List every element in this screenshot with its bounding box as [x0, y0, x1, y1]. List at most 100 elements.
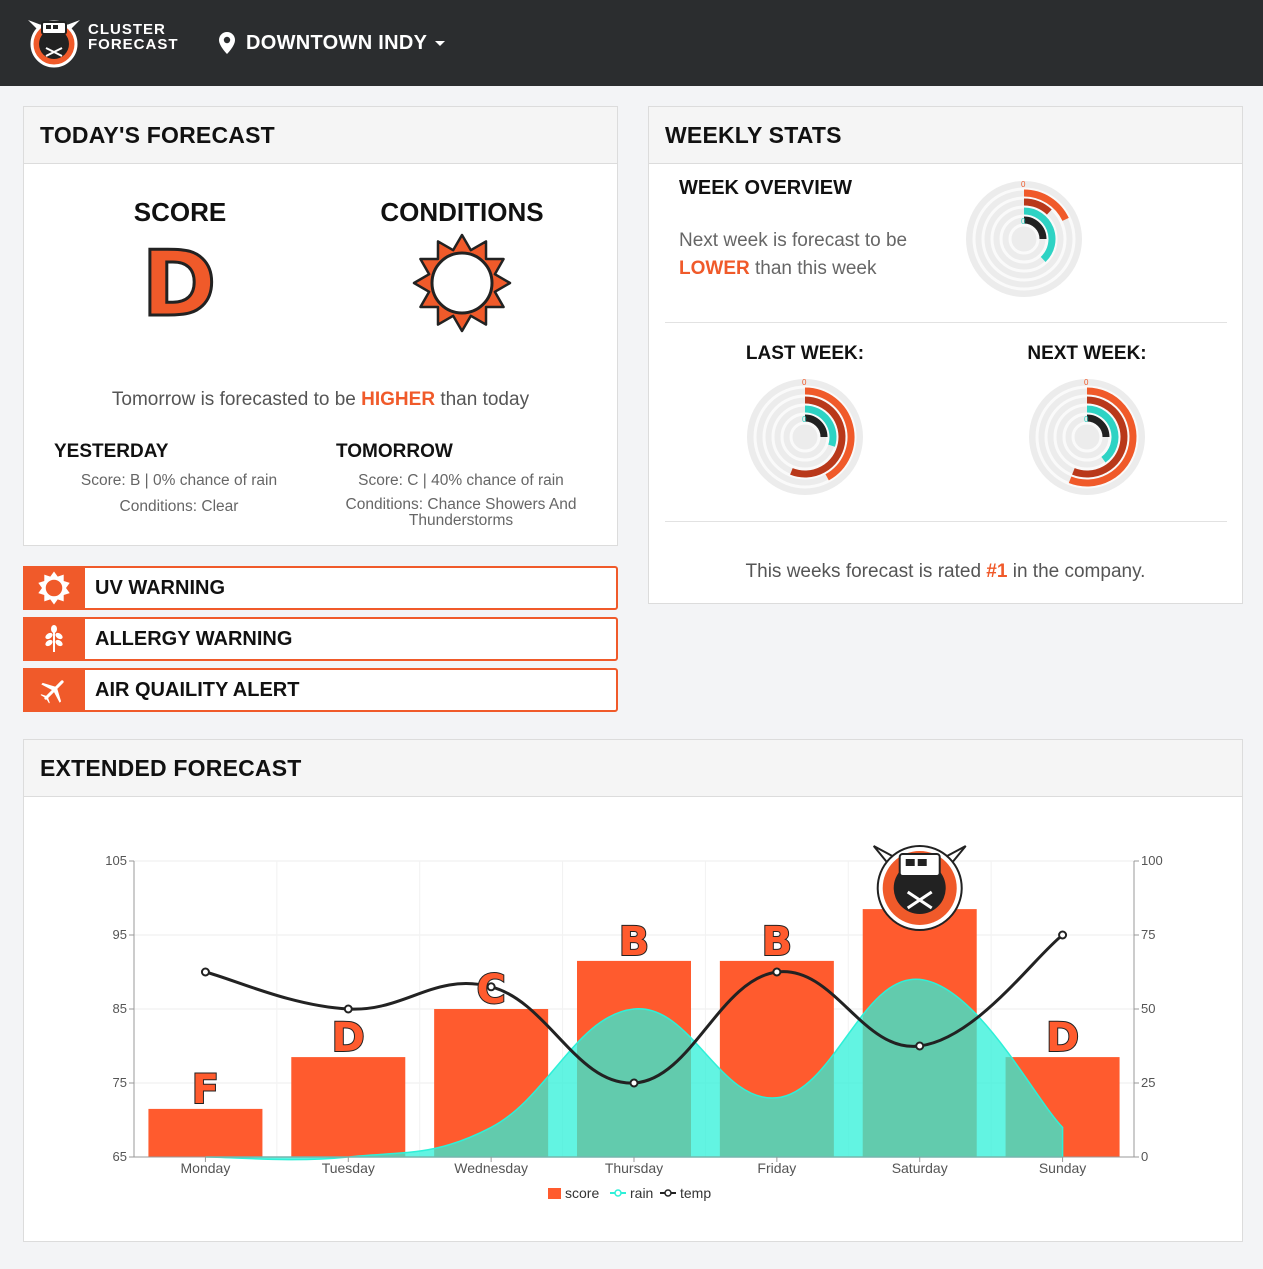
weekly-stats-panel: WEEKLY STATS WEEK OVERVIEW Next week is … — [648, 106, 1243, 604]
legend-label-score: score — [565, 1185, 599, 1201]
ring-arc — [1086, 414, 1110, 438]
airplane-icon — [40, 680, 64, 704]
bar-score-tuesday — [291, 1057, 406, 1157]
badge-truck-window — [917, 859, 927, 866]
divider — [665, 521, 1227, 522]
ring-track — [972, 187, 1076, 291]
week-overview-line: Next week is forecast to be — [679, 230, 908, 251]
legend-swatch-temp-dot — [664, 1189, 672, 1197]
temp-point-friday — [772, 967, 782, 977]
rating-suffix: in the company. — [1012, 561, 1146, 582]
legend-label-rain: rain — [630, 1185, 653, 1201]
ring-arc — [1023, 198, 1052, 215]
extended-forecast-title: EXTENDED FORECAST — [24, 740, 1242, 797]
extended-forecast-panel: EXTENDED FORECAST F D C B B D 65 75 85 95 105 0 25 50… — [23, 739, 1243, 1242]
ring-zero-label: 0 — [1084, 378, 1089, 387]
ring-track — [1008, 223, 1040, 255]
yesterday-score-line: Score: B | 0% chance of rain — [80, 472, 278, 489]
ring-arc — [1023, 207, 1056, 262]
week-trend-word: LOWER — [679, 258, 750, 279]
x-tick-label: Tuesday — [322, 1160, 375, 1176]
map-pin-icon — [219, 32, 235, 54]
next-week-label: NEXT WEEK: — [1027, 343, 1147, 364]
temp-point-monday — [200, 967, 210, 977]
cluster-forecast-badge-icon — [28, 20, 80, 68]
score-label: SCORE — [133, 197, 227, 227]
y-left-tick-label: 95 — [113, 927, 127, 942]
temp-point-saturday — [915, 1041, 925, 1051]
logo-line-2: FORECAST — [88, 36, 179, 53]
leaf-icon — [45, 625, 63, 652]
week-overview-radial-chart: 00 — [966, 180, 1082, 297]
legend-swatch-score — [548, 1188, 561, 1199]
bar-grade-label: D — [332, 1015, 365, 1061]
ring-arc — [804, 405, 837, 447]
ring-zero-label: 0 — [1021, 180, 1026, 189]
tomorrow-score-line: Score: C | 40% chance of rain — [358, 472, 564, 489]
alert-label: AIR QUAILITY ALERT — [95, 679, 300, 701]
bar-grade-label: F — [192, 1067, 219, 1113]
tomorrow-conditions-line: Conditions: Chance Showers And Thunderst… — [345, 496, 577, 529]
rating-prefix: This weeks forecast is rated — [745, 561, 982, 582]
extended-forecast-chart: F D C B B D 65 75 85 95 105 0 25 50 75 100 Monday Tuesday… — [105, 845, 1163, 1201]
location-dropdown[interactable]: DOWNTOWN INDY — [218, 28, 446, 58]
ring-track — [999, 214, 1049, 264]
legend-label-temp: temp — [680, 1185, 711, 1201]
weekly-stats-title: WEEKLY STATS — [649, 107, 1242, 164]
ring-track — [780, 412, 830, 462]
alert-uv-warning[interactable]: UV WARNING — [23, 566, 618, 610]
logo-line-1: CLUSTER — [88, 21, 166, 38]
x-tick-label: Thursday — [605, 1160, 663, 1176]
ring-track — [1044, 394, 1130, 480]
rating-value: #1 — [986, 561, 1008, 582]
ring-track — [1053, 403, 1121, 471]
cluster-forecast-logo[interactable]: CLUSTER FORECAST — [24, 10, 184, 70]
conditions-label: CONDITIONS — [380, 197, 544, 227]
ring-zero-label: 0 — [1084, 415, 1089, 424]
todays-forecast-title: TODAY'S FORECAST — [24, 107, 617, 164]
next-week-radial-chart: 00 — [1029, 378, 1145, 495]
y-right-tick-label: 0 — [1141, 1149, 1148, 1164]
y-left-tick-label: 105 — [105, 853, 127, 868]
tomorrow-comparison: Tomorrow is forecasted to be HIGHER than… — [24, 389, 617, 411]
ring-track — [762, 394, 848, 480]
company-rating-text: This weeks forecast is rated #1 in the c… — [649, 561, 1242, 583]
ring-track — [1062, 412, 1112, 462]
bar-score-monday — [148, 1108, 263, 1157]
location-label: DOWNTOWN INDY — [246, 31, 428, 54]
y-left-tick-label: 85 — [113, 1001, 127, 1016]
todays-forecast-panel: TODAY'S FORECAST SCORE D CONDITIONS Tomo… — [23, 106, 618, 546]
week-overview-title: WEEK OVERVIEW — [679, 177, 852, 199]
ring-track — [1035, 385, 1139, 489]
y-right-tick-label: 50 — [1141, 1001, 1155, 1016]
tomorrow-trend-word: HIGHER — [361, 389, 436, 410]
chevron-down-icon — [435, 40, 446, 46]
temp-point-wednesday — [486, 982, 496, 992]
x-tick-label: Sunday — [1039, 1160, 1086, 1176]
sun-icon — [38, 571, 70, 605]
y-left-tick-label: 65 — [113, 1149, 127, 1164]
alert-allergy-warning[interactable]: ALLERGY WARNING — [23, 617, 618, 661]
sun-icon — [412, 233, 512, 333]
ring-arc — [804, 414, 828, 438]
x-tick-label: Wednesday — [454, 1160, 528, 1176]
tomorrow-title: TOMORROW — [336, 441, 453, 462]
yesterday-title: YESTERDAY — [54, 441, 169, 462]
ring-track — [789, 421, 821, 453]
alert-label: UV WARNING — [95, 577, 225, 599]
ring-zero-label: 0 — [802, 378, 807, 387]
ring-arc — [1023, 216, 1047, 240]
alert-air-quality[interactable]: AIR QUAILITY ALERT — [23, 668, 618, 712]
top-nav-bar: CLUSTER FORECAST DOWNTOWN INDY — [0, 0, 1263, 86]
ring-track — [753, 385, 857, 489]
last-week-label: LAST WEEK: — [745, 343, 865, 364]
ring-arc — [1072, 396, 1128, 478]
ring-arc — [1086, 405, 1119, 463]
temp-point-tuesday — [343, 1004, 353, 1014]
x-tick-label: Saturday — [892, 1160, 948, 1176]
week-overview-text: Next week is forecast to be LOWER than t… — [679, 227, 959, 283]
ring-track — [990, 205, 1058, 273]
ring-track — [771, 403, 839, 471]
divider — [665, 322, 1227, 323]
last-week-radial-chart: 00 — [747, 378, 863, 495]
